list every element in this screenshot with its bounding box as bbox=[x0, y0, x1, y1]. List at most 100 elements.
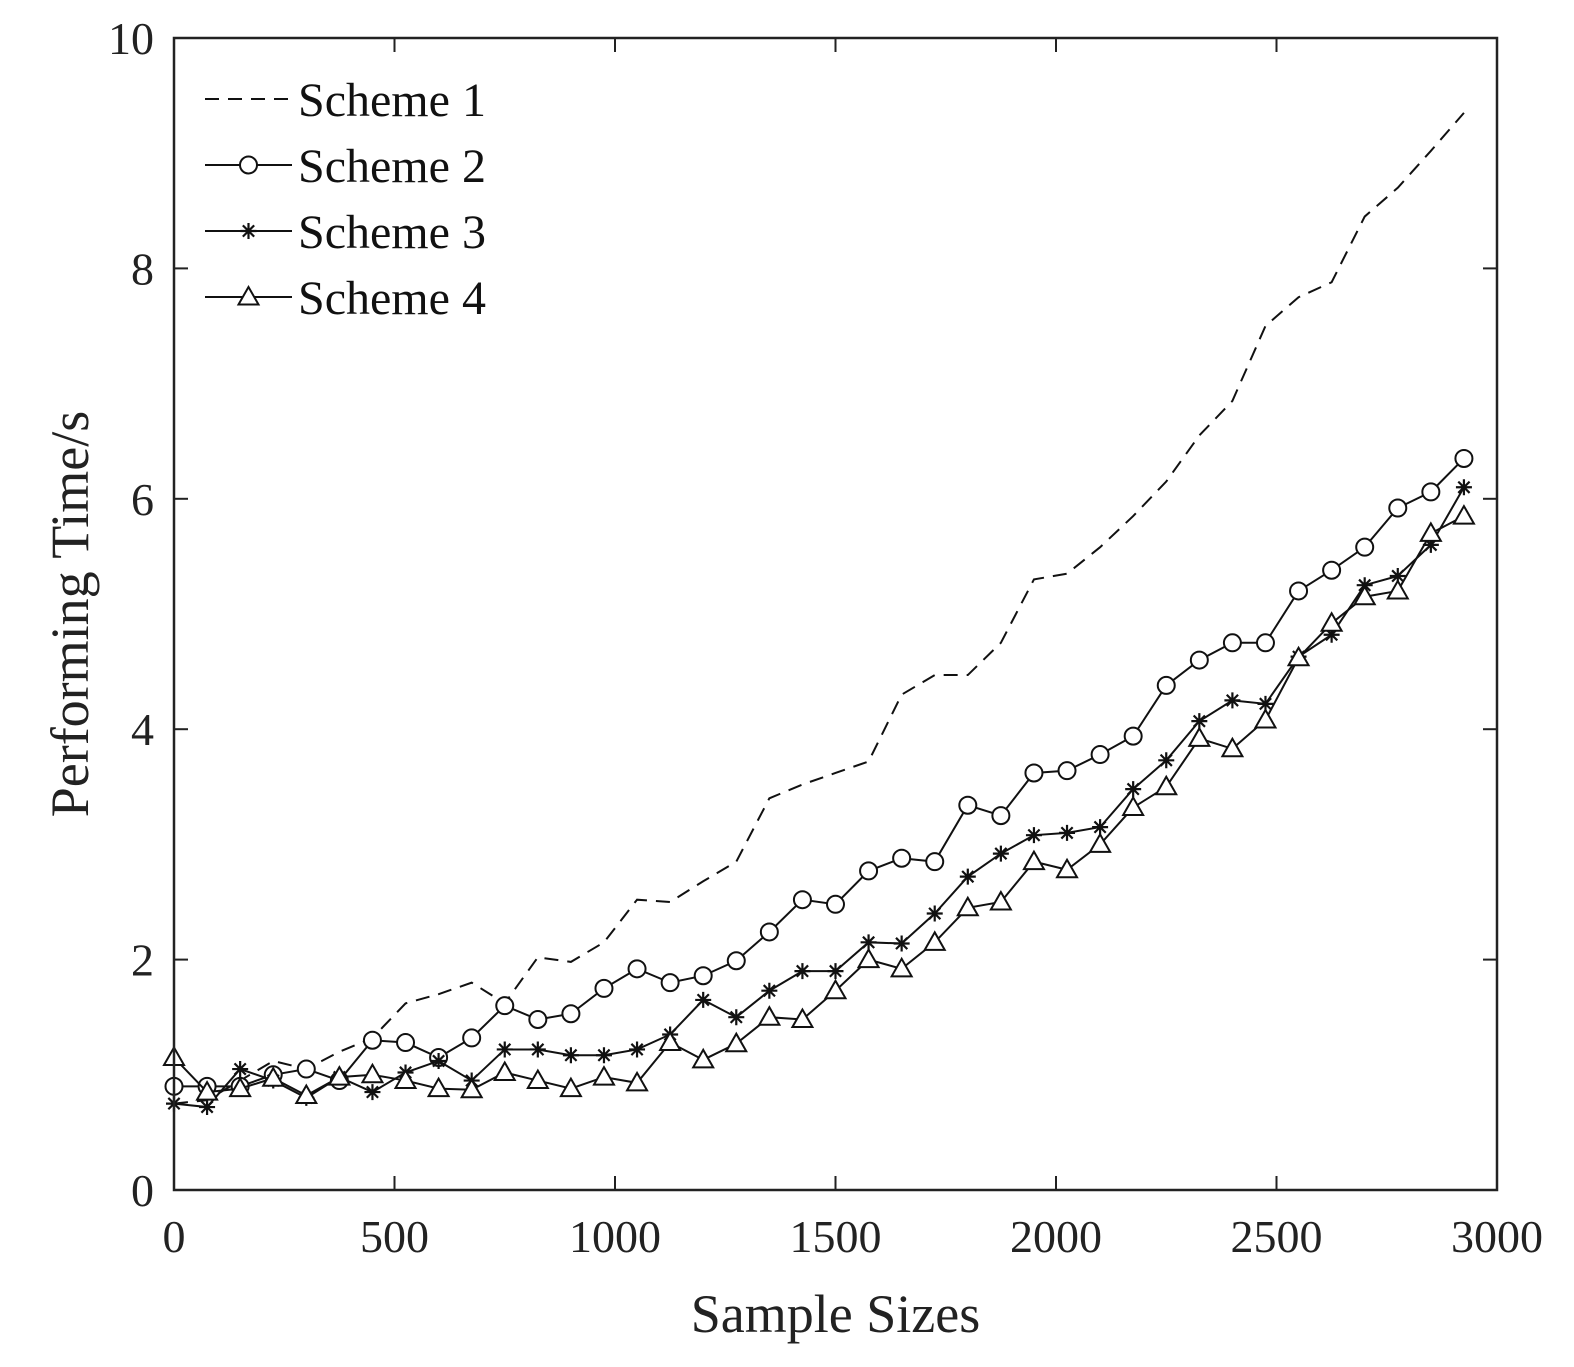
data-point bbox=[1257, 695, 1274, 712]
legend-entry: Scheme 4 bbox=[205, 272, 486, 325]
data-point bbox=[1323, 626, 1340, 643]
data-point bbox=[529, 1041, 546, 1058]
data-point bbox=[495, 996, 515, 1016]
data-point bbox=[627, 959, 647, 979]
data-point bbox=[199, 1099, 216, 1116]
x-tick-label: 2500 bbox=[1231, 1211, 1323, 1262]
legend-entry: Scheme 3 bbox=[205, 206, 486, 259]
data-point bbox=[956, 895, 980, 917]
series-line bbox=[173, 515, 1465, 1097]
data-point bbox=[1156, 675, 1176, 695]
data-point bbox=[923, 930, 947, 951]
data-point bbox=[232, 1061, 249, 1078]
data-point bbox=[459, 1077, 484, 1099]
data-point bbox=[1092, 819, 1109, 836]
data-point bbox=[859, 861, 879, 881]
data-point bbox=[1454, 448, 1474, 468]
legend-marker bbox=[240, 223, 257, 239]
data-point bbox=[493, 1060, 517, 1081]
data-point bbox=[1090, 745, 1110, 765]
data-point bbox=[1419, 521, 1443, 542]
series-layer bbox=[162, 112, 1476, 1116]
data-point bbox=[728, 1009, 745, 1026]
series-scheme-3 bbox=[166, 479, 1472, 1116]
data-point bbox=[959, 868, 976, 885]
legend-label: Scheme 2 bbox=[298, 140, 486, 193]
data-point bbox=[592, 1065, 616, 1086]
data-point bbox=[1158, 752, 1175, 769]
y-tick-label: 8 bbox=[131, 243, 154, 294]
data-point bbox=[790, 1007, 815, 1029]
x-tick-label: 0 bbox=[163, 1211, 186, 1262]
data-point bbox=[396, 1033, 416, 1053]
data-point bbox=[1059, 824, 1076, 841]
data-point bbox=[1319, 611, 1344, 632]
data-point bbox=[1057, 761, 1077, 781]
data-point bbox=[1389, 567, 1406, 584]
data-point bbox=[925, 852, 945, 872]
data-point bbox=[1125, 781, 1142, 798]
series-line bbox=[174, 457, 1465, 1088]
data-point bbox=[360, 1062, 385, 1084]
y-axis-title: Performing Time/s bbox=[40, 411, 100, 818]
data-point bbox=[1025, 827, 1042, 844]
data-point bbox=[625, 1070, 649, 1092]
data-point bbox=[1422, 536, 1439, 553]
data-point bbox=[958, 795, 978, 815]
x-tick-label: 1000 bbox=[569, 1211, 661, 1262]
data-point bbox=[726, 951, 746, 971]
data-point bbox=[362, 1030, 382, 1050]
data-point bbox=[856, 947, 881, 969]
legend: Scheme 1 Scheme 2 Scheme 3 Scheme 4 bbox=[205, 74, 486, 325]
data-point bbox=[826, 894, 845, 914]
y-tick-label: 10 bbox=[108, 13, 154, 64]
series-line bbox=[173, 486, 1465, 1109]
data-point bbox=[1189, 650, 1209, 670]
data-point bbox=[595, 1047, 612, 1064]
data-point bbox=[757, 1005, 782, 1026]
x-tick-label: 3000 bbox=[1451, 1211, 1543, 1262]
data-point bbox=[989, 889, 1013, 911]
data-point bbox=[1421, 482, 1441, 502]
x-axis-title: Sample Sizes bbox=[691, 1284, 980, 1344]
data-point bbox=[893, 935, 910, 952]
data-point bbox=[693, 966, 713, 986]
data-point bbox=[195, 1080, 219, 1101]
data-point bbox=[426, 1076, 451, 1098]
data-point bbox=[1187, 726, 1212, 747]
data-point bbox=[561, 1004, 581, 1024]
data-point bbox=[695, 991, 712, 1008]
data-point bbox=[759, 922, 779, 942]
data-point bbox=[892, 848, 912, 868]
data-point bbox=[926, 905, 943, 922]
y-tick-label: 4 bbox=[131, 704, 154, 755]
y-tick-label: 0 bbox=[131, 1165, 154, 1216]
data-point bbox=[889, 956, 914, 978]
data-point bbox=[1386, 578, 1410, 600]
data-point bbox=[1253, 707, 1278, 729]
data-point bbox=[1452, 504, 1476, 525]
data-point bbox=[294, 1083, 319, 1105]
data-point bbox=[1352, 584, 1377, 606]
x-tick-label: 2000 bbox=[1010, 1211, 1102, 1262]
data-point bbox=[792, 890, 812, 910]
data-point bbox=[1121, 795, 1145, 817]
data-point bbox=[1088, 832, 1112, 853]
data-point bbox=[1355, 537, 1375, 557]
series-scheme-2 bbox=[164, 448, 1474, 1096]
y-tick-label: 6 bbox=[131, 474, 154, 525]
data-point bbox=[1286, 645, 1311, 667]
data-point bbox=[1154, 774, 1178, 796]
data-point bbox=[528, 1010, 548, 1030]
data-point bbox=[1322, 560, 1342, 580]
data-point bbox=[526, 1068, 550, 1090]
data-point bbox=[823, 978, 848, 1000]
legend-entry: Scheme 1 bbox=[205, 74, 486, 127]
data-point bbox=[430, 1052, 447, 1069]
legend-label: Scheme 1 bbox=[298, 74, 486, 127]
data-point bbox=[629, 1041, 646, 1058]
data-point bbox=[827, 963, 844, 980]
data-point bbox=[1222, 633, 1242, 653]
data-point bbox=[462, 1028, 482, 1048]
